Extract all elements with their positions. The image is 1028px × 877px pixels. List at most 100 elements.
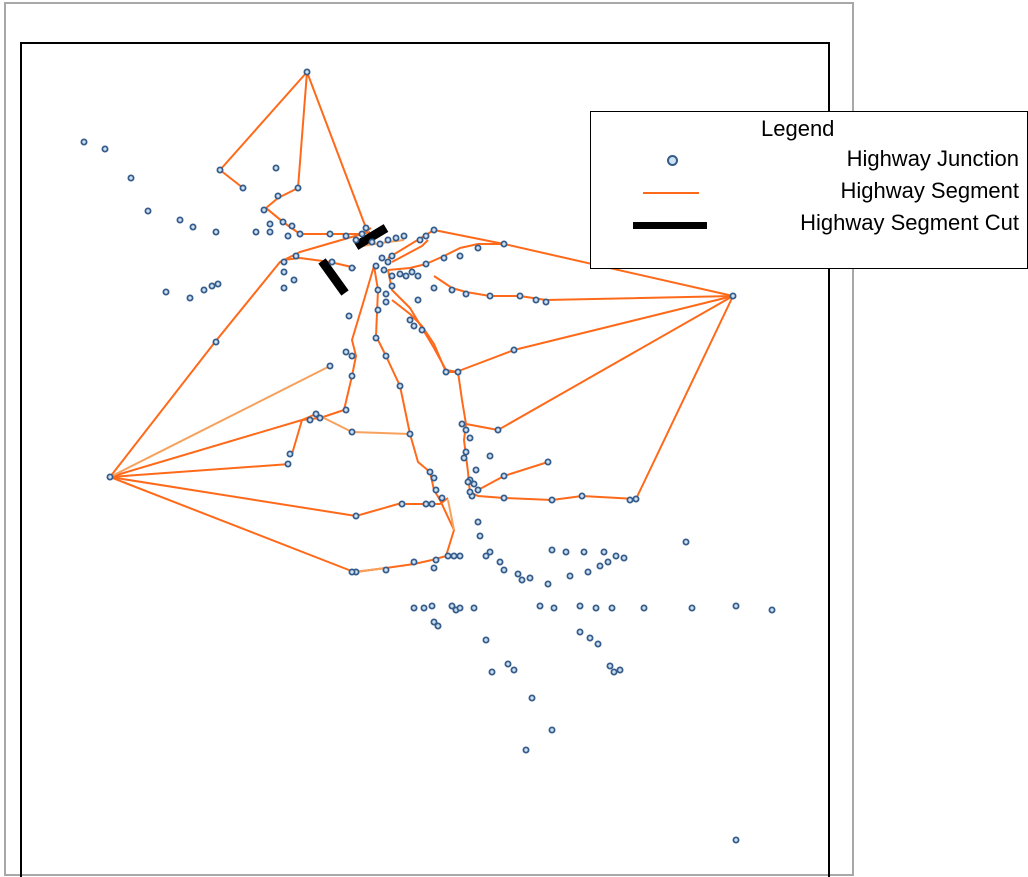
highway-junction xyxy=(620,554,628,562)
highway-junction xyxy=(612,552,620,560)
highway-segment xyxy=(109,365,331,478)
highway-junction xyxy=(239,184,247,192)
highway-junction xyxy=(288,222,296,230)
highway-junction xyxy=(548,496,556,504)
highway-junction xyxy=(580,548,588,556)
highway-junction xyxy=(106,473,114,481)
segment-line-icon xyxy=(643,192,699,194)
highway-junction xyxy=(500,240,508,248)
highway-segment-cuts xyxy=(318,224,389,296)
map-plot-border xyxy=(20,42,830,877)
highway-junction xyxy=(594,640,602,648)
highway-junction xyxy=(592,604,600,612)
highway-junction xyxy=(408,268,416,276)
highway-junction xyxy=(488,668,496,676)
highway-junction xyxy=(410,604,418,612)
highway-junction xyxy=(368,238,376,246)
highway-segment xyxy=(465,295,734,431)
highway-junction xyxy=(522,746,530,754)
highway-junction xyxy=(372,334,380,342)
highway-junction xyxy=(476,532,484,540)
highway-segment xyxy=(391,295,734,373)
highway-junction xyxy=(342,232,350,240)
highway-junction xyxy=(342,406,350,414)
highway-segment xyxy=(477,461,549,491)
highway-segment xyxy=(109,476,449,517)
highway-junction xyxy=(496,558,504,566)
highway-junction xyxy=(516,292,524,300)
highway-junction xyxy=(280,258,288,266)
highway-junction xyxy=(398,500,406,508)
highway-junction xyxy=(430,226,438,234)
legend-row-segment: Highway Segment xyxy=(591,178,1027,208)
highway-junction xyxy=(732,602,740,610)
highway-junction xyxy=(604,558,612,566)
highway-junction xyxy=(144,207,152,215)
highway-junction xyxy=(474,518,482,526)
highway-junction xyxy=(536,602,544,610)
highway-junction xyxy=(388,282,396,290)
highway-segment xyxy=(219,71,308,223)
highway-junction xyxy=(586,634,594,642)
highway-junction xyxy=(326,362,334,370)
highway-junction xyxy=(542,298,550,306)
highway-junction xyxy=(101,145,109,153)
highway-junction xyxy=(456,252,464,260)
legend-box: Legend Highway Junction Highway Segment … xyxy=(590,111,1028,269)
highway-junction xyxy=(80,138,88,146)
highway-junction xyxy=(284,460,292,468)
legend-label-cut: Highway Segment Cut xyxy=(800,210,1019,235)
highway-junction xyxy=(400,232,408,240)
highway-junction xyxy=(326,230,334,238)
highway-junction xyxy=(448,602,456,610)
highway-junction xyxy=(200,286,208,294)
highway-segment xyxy=(315,413,411,435)
highway-segment-cut xyxy=(318,258,349,296)
highway-segment xyxy=(109,413,317,478)
highway-junction xyxy=(544,580,552,588)
highway-junction xyxy=(606,662,614,670)
highway-junction xyxy=(510,666,518,674)
highway-junction xyxy=(376,240,384,248)
highway-junction xyxy=(548,546,556,554)
junction-marker-icon xyxy=(667,155,678,166)
highway-segment xyxy=(355,265,455,573)
highway-junction xyxy=(362,224,370,232)
highway-junction xyxy=(382,566,390,574)
highway-segment xyxy=(387,229,734,297)
highway-junction xyxy=(280,284,288,292)
highway-junction xyxy=(284,232,292,240)
highway-junction xyxy=(768,606,776,614)
legend-row-junction: Highway Junction xyxy=(591,146,1027,176)
highway-junction xyxy=(186,294,194,302)
highway-junction xyxy=(396,270,404,278)
highway-junction xyxy=(348,264,356,272)
highway-junction xyxy=(434,622,442,630)
highway-junction xyxy=(416,236,424,244)
highway-junction xyxy=(380,266,388,274)
highway-junction xyxy=(482,552,490,560)
highway-segment xyxy=(387,269,471,495)
highway-junction xyxy=(482,636,490,644)
highway-junction xyxy=(430,284,438,292)
highway-segment xyxy=(355,567,387,573)
highway-junction xyxy=(422,500,430,508)
highway-junction xyxy=(266,228,274,236)
highway-junction xyxy=(472,466,480,474)
highway-junction xyxy=(384,236,392,244)
highway-junction xyxy=(208,282,216,290)
highway-junctions xyxy=(80,68,776,844)
highway-junction xyxy=(358,230,366,238)
highway-junction xyxy=(460,454,468,462)
highway-junction xyxy=(410,322,418,330)
highway-junction xyxy=(430,564,438,572)
highway-junction xyxy=(432,486,440,494)
highway-junction xyxy=(212,228,220,236)
highway-junction xyxy=(176,216,184,224)
highway-junction xyxy=(486,292,494,300)
highway-junction xyxy=(448,286,456,294)
highway-junction xyxy=(345,312,353,320)
highway-junction xyxy=(688,604,696,612)
highway-segment-cut xyxy=(353,224,389,250)
